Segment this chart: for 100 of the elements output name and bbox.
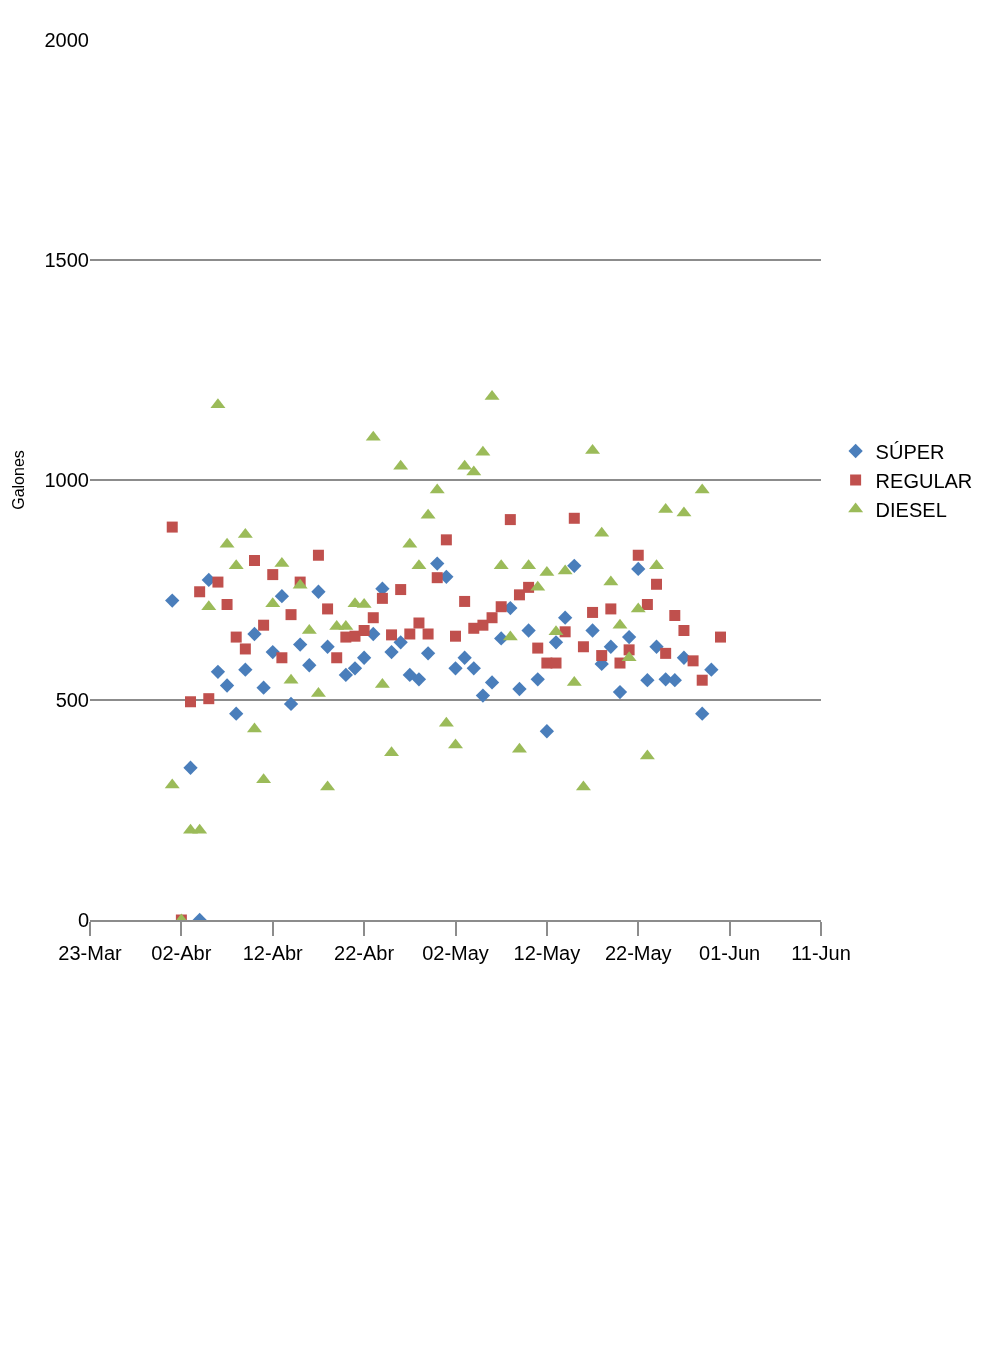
point bbox=[210, 664, 226, 679]
point bbox=[229, 706, 244, 721]
point bbox=[331, 652, 343, 664]
point bbox=[568, 512, 580, 524]
point bbox=[459, 595, 471, 607]
point bbox=[185, 696, 197, 708]
point bbox=[258, 619, 270, 631]
point bbox=[248, 555, 260, 567]
point bbox=[603, 639, 618, 654]
point bbox=[559, 626, 571, 638]
point bbox=[411, 672, 427, 687]
point bbox=[521, 623, 536, 638]
point bbox=[587, 606, 599, 618]
point bbox=[402, 667, 417, 683]
y-tick-label: 1500 bbox=[44, 249, 89, 271]
point bbox=[623, 644, 635, 656]
point bbox=[238, 662, 253, 677]
point bbox=[165, 593, 180, 608]
point bbox=[302, 658, 317, 673]
point bbox=[523, 581, 535, 593]
point bbox=[512, 681, 527, 697]
point bbox=[274, 589, 290, 604]
point bbox=[477, 619, 489, 631]
point bbox=[558, 610, 573, 625]
point bbox=[393, 635, 408, 650]
point bbox=[605, 603, 617, 615]
point bbox=[704, 662, 719, 677]
point bbox=[530, 672, 545, 687]
point bbox=[695, 706, 710, 721]
point bbox=[430, 556, 445, 571]
point bbox=[395, 584, 407, 596]
point bbox=[311, 584, 326, 599]
y-tick-label: 2000 bbox=[44, 29, 89, 51]
point bbox=[678, 624, 690, 636]
point bbox=[276, 652, 288, 664]
y-axis-title: Galones bbox=[10, 450, 28, 510]
point bbox=[347, 661, 363, 676]
point bbox=[265, 644, 280, 660]
point bbox=[585, 623, 600, 638]
point bbox=[221, 599, 233, 611]
point bbox=[466, 661, 481, 676]
point bbox=[612, 684, 628, 700]
point bbox=[475, 688, 491, 703]
point bbox=[632, 549, 644, 561]
point bbox=[649, 639, 664, 654]
point bbox=[484, 675, 500, 690]
point bbox=[203, 693, 215, 705]
point bbox=[667, 673, 682, 688]
point bbox=[267, 569, 279, 581]
point bbox=[358, 624, 370, 636]
point bbox=[384, 644, 399, 660]
point bbox=[539, 724, 555, 739]
point bbox=[194, 586, 206, 598]
point bbox=[322, 603, 334, 615]
x-tick-label: 02-May bbox=[422, 942, 489, 964]
point bbox=[247, 626, 262, 642]
point bbox=[450, 630, 461, 642]
point bbox=[448, 661, 463, 676]
point bbox=[285, 609, 297, 621]
point bbox=[219, 678, 235, 693]
point bbox=[640, 673, 655, 688]
x-tick-label: 23-Mar bbox=[58, 942, 123, 964]
x-tick-label: 01-Jun bbox=[699, 942, 761, 964]
point bbox=[513, 589, 525, 601]
point bbox=[631, 561, 646, 577]
point bbox=[614, 657, 626, 669]
point bbox=[404, 628, 416, 640]
point bbox=[420, 646, 436, 661]
point bbox=[577, 641, 589, 653]
point bbox=[312, 549, 324, 561]
point bbox=[320, 639, 335, 654]
point bbox=[422, 628, 434, 640]
point bbox=[567, 558, 582, 573]
point bbox=[532, 642, 544, 654]
point bbox=[349, 630, 361, 642]
point bbox=[367, 612, 379, 624]
point bbox=[166, 521, 178, 533]
point bbox=[283, 696, 299, 712]
point bbox=[212, 576, 224, 588]
point bbox=[356, 650, 372, 665]
point bbox=[687, 655, 699, 667]
point bbox=[714, 631, 726, 643]
x-tick-label: 12-May bbox=[513, 942, 581, 964]
x-tick-label: 12-Abr bbox=[242, 942, 304, 964]
point bbox=[413, 617, 425, 629]
point bbox=[386, 629, 398, 641]
x-tick-label: 22-Abr bbox=[334, 942, 395, 964]
point bbox=[541, 657, 553, 669]
y-tick-label: 500 bbox=[55, 689, 89, 711]
point bbox=[548, 635, 564, 650]
y-tick-label: 0 bbox=[77, 909, 89, 931]
x-tick-label: 11-Jun bbox=[791, 942, 851, 964]
point bbox=[376, 592, 388, 604]
point bbox=[495, 601, 507, 613]
point bbox=[338, 667, 353, 683]
point bbox=[660, 647, 672, 659]
point bbox=[669, 610, 681, 622]
x-tick-label: 22-May bbox=[604, 942, 672, 964]
point bbox=[183, 760, 198, 775]
point bbox=[239, 643, 251, 655]
